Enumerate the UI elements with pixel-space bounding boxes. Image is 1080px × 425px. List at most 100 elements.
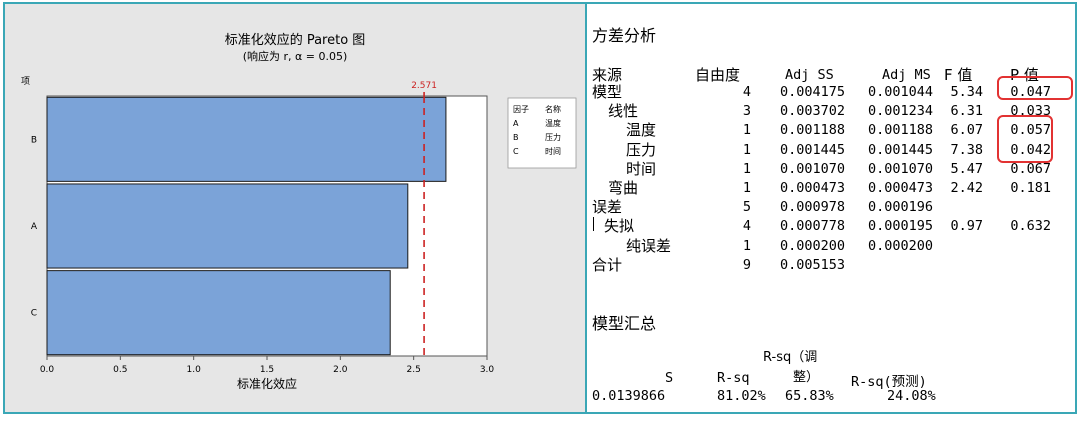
anova-p: 0.632 (1010, 218, 1051, 235)
anova-adj-ss: 0.001445 (779, 141, 845, 158)
anova-adj-ss: 0.001070 (779, 160, 845, 177)
anova-df: 9 (742, 256, 751, 273)
y-tick-label-a: A (31, 222, 38, 232)
header-f: F 值 (944, 66, 973, 84)
anova-adj-ss: 0.001188 (779, 122, 845, 139)
anova-p: 0.042 (1010, 141, 1051, 158)
highlight-factor-p (997, 115, 1053, 163)
anova-df: 4 (742, 218, 751, 235)
bar-a (46, 183, 409, 269)
x-tick-label: 0.0 (40, 365, 55, 375)
anova-f: 7.38 (950, 141, 983, 158)
anova-df: 4 (742, 84, 751, 100)
x-tick-label: 1.0 (187, 365, 202, 375)
summary-header-rsq: R-sq (717, 370, 750, 386)
x-tick-label: 2.5 (407, 365, 421, 375)
anova-adj-ms: 0.000200 (867, 237, 933, 254)
anova-adj-ms: 0.001234 (867, 103, 933, 120)
summary-header-rsq-adj-line1: R-sq（调 (763, 350, 818, 365)
y-tick-label-c: C (31, 309, 37, 319)
legend-header-name: 名称 (545, 104, 561, 114)
x-tick-label: 1.5 (260, 365, 274, 375)
anova-adj-ss: 0.005153 (779, 256, 845, 273)
summary-value-s: 0.0139866 (592, 388, 666, 404)
anova-adj-ss: 0.003702 (779, 103, 845, 120)
anova-source: 纯误差 (626, 236, 672, 255)
anova-adj-ms: 0.000473 (867, 180, 933, 196)
x-tick-label: 2.0 (333, 365, 348, 375)
bar-c (46, 270, 391, 356)
x-tick-label: 0.5 (113, 365, 127, 375)
anova-df: 5 (742, 199, 751, 216)
anova-df: 1 (742, 237, 751, 254)
summary-value-rsq-pred: 24.08% (887, 388, 936, 404)
header-adj-ss: Adj SS (785, 67, 834, 83)
pareto-chart: 标准化效应的 Pareto 图 (响应为 r, α = 0.05) 项 2.57… (21, 32, 577, 391)
anova-adj-ms: 0.001445 (867, 141, 933, 158)
anova-adj-ss: 0.000778 (779, 218, 845, 235)
anova-source: 失拟 (604, 217, 635, 236)
header-df: 自由度 (695, 66, 741, 84)
reference-line-label: 2.571 (411, 81, 437, 91)
anova-p: 0.181 (1010, 180, 1051, 196)
legend-factor-a: A (513, 119, 519, 128)
summary-header-s: S (665, 370, 674, 386)
summary-title: 模型汇总 (592, 314, 657, 333)
anova-p: 0.047 (1010, 84, 1051, 100)
anova-title: 方差分析 (592, 26, 657, 45)
y-tick-label-b: B (31, 135, 37, 145)
legend-factor-c: C (513, 147, 519, 156)
anova-df: 1 (742, 141, 751, 158)
anova-adj-ms: 0.001044 (867, 84, 933, 100)
anova-adj-ss: 0.004175 (779, 84, 845, 100)
legend-factor-b: B (513, 133, 519, 142)
y-axis-label: 项 (21, 76, 30, 87)
summary-header-rsq-pred: R-sq(预测) (851, 374, 927, 390)
legend-name-a: 温度 (545, 118, 561, 128)
anova-source: 弯曲 (608, 179, 639, 197)
anova-adj-ms: 0.001188 (867, 122, 933, 139)
anova-df: 1 (742, 160, 751, 177)
pareto-chart-panel: 标准化效应的 Pareto 图 (响应为 r, α = 0.05) 项 2.57… (3, 2, 587, 414)
anova-source: 误差 (592, 198, 623, 217)
anova-f: 6.07 (950, 122, 983, 139)
anova-source: 时间 (626, 159, 657, 178)
anova-adj-ms: 0.000196 (867, 199, 933, 216)
anova-f: 5.47 (950, 160, 983, 177)
summary-value-rsq: 81.02% (717, 388, 766, 404)
legend: 因子 名称 A 温度 B 压力 C 时间 (507, 97, 577, 169)
header-p: P 值 (1010, 66, 1039, 84)
chart-subtitle: (响应为 r, α = 0.05) (243, 49, 348, 63)
anova-adj-ss: 0.000978 (779, 199, 845, 216)
summary-header-rsq-adj-line2: 整） (793, 370, 820, 385)
anova-df: 1 (742, 122, 751, 139)
anova-source: 压力 (626, 140, 657, 159)
bar-b (46, 96, 447, 182)
anova-p: 0.067 (1010, 160, 1051, 177)
anova-f: 5.34 (950, 84, 983, 100)
header-source: 来源 (592, 66, 623, 84)
anova-source: 合计 (592, 255, 623, 274)
chart-title: 标准化效应的 Pareto 图 (225, 32, 366, 48)
anova-f: 6.31 (950, 103, 983, 120)
x-axis-label: 标准化效应 (237, 376, 297, 391)
anova-adj-ms: 0.000195 (867, 218, 933, 235)
anova-df: 3 (742, 103, 751, 120)
anova-adj-ss: 0.000200 (779, 237, 845, 254)
lack-of-fit-marker (593, 217, 594, 232)
anova-adj-ms: 0.001070 (867, 160, 933, 177)
anova-f: 0.97 (950, 218, 983, 235)
anova-f: 2.42 (950, 180, 983, 196)
legend-header-factor: 因子 (513, 105, 529, 114)
anova-output-panel: 方差分析 来源 自由度 Adj SS Adj MS F 值 P 值 模型 4 0.0… (587, 2, 1077, 414)
highlight-model-p (997, 76, 1073, 100)
anova-df: 1 (742, 180, 751, 196)
legend-box (507, 97, 577, 169)
legend-name-c: 时间 (545, 146, 561, 156)
summary-value-rsq-adj: 65.83% (785, 388, 834, 404)
anova-source: 线性 (608, 102, 639, 121)
x-tick-label: 3.0 (480, 365, 495, 375)
anova-p: 0.057 (1010, 122, 1051, 139)
anova-source: 温度 (626, 121, 657, 140)
header-adj-ms: Adj MS (882, 67, 931, 83)
